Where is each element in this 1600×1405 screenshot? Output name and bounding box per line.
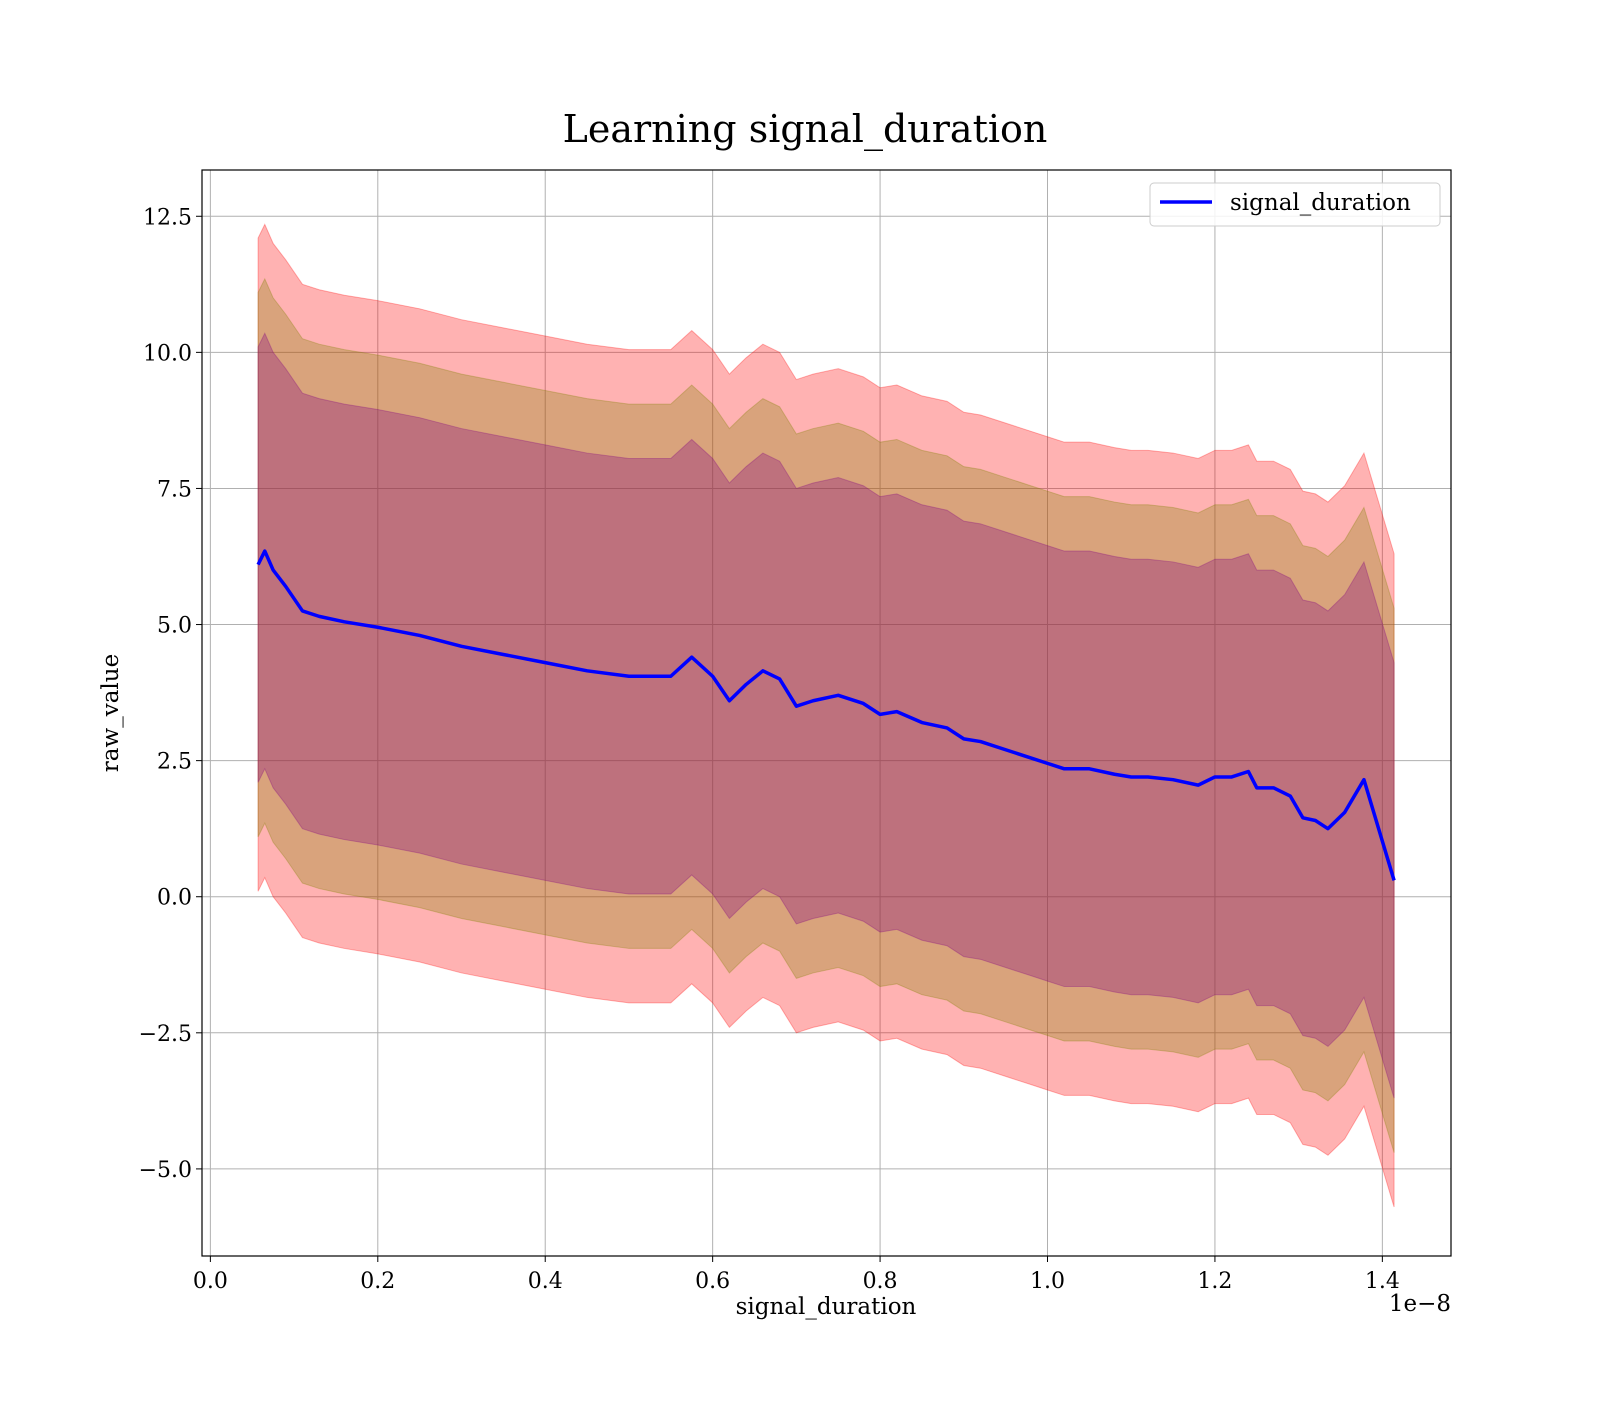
y-tick-label: −5.0 [139, 1158, 192, 1183]
x-tick-label: 0.0 [193, 1269, 228, 1294]
y-tick-label: 12.5 [143, 205, 192, 230]
x-tick-label: 0.8 [863, 1269, 898, 1294]
x-tick-label: 0.6 [695, 1269, 730, 1294]
x-tick-label: 0.2 [360, 1269, 395, 1294]
x-tick-label: 0.4 [528, 1269, 563, 1294]
y-tick-label: 7.5 [157, 477, 192, 502]
x-axis-label: signal_duration [736, 1294, 917, 1320]
y-tick-label: 10.0 [143, 341, 192, 366]
confidence-band-inner [257, 332, 1395, 1099]
y-tick-label: −2.5 [139, 1022, 192, 1047]
confidence-band-outer [257, 223, 1395, 1208]
x-tick-label: 1.0 [1030, 1269, 1065, 1294]
band-layer [257, 223, 1395, 1208]
x-tick-label: 1.2 [1197, 1269, 1232, 1294]
y-tick-label: 5.0 [157, 614, 192, 639]
line-layer [256, 549, 1396, 881]
legend: signal_duration [1149, 182, 1441, 227]
x-axis-ticks: 0.0 0.2 0.4 0.6 0.8 1.0 1.2 1.4 [193, 1256, 1400, 1294]
y-tick-label: 2.5 [157, 750, 192, 775]
y-axis-label: raw_value [98, 654, 124, 772]
legend-box [1149, 182, 1441, 227]
plot-frame [201, 169, 1452, 1257]
confidence-band-middle [257, 277, 1395, 1153]
legend-label-signal-duration: signal_duration [1230, 190, 1411, 216]
x-tick-label: 1.4 [1365, 1269, 1400, 1294]
y-axis-ticks: −5.0 −2.5 0.0 2.5 5.0 7.5 10.0 12.5 [139, 205, 202, 1183]
series-line-signal-duration [256, 549, 1396, 881]
chart-title: Learning signal_duration [563, 107, 1048, 152]
x-axis-offset-label: 1e−8 [1389, 1291, 1451, 1317]
y-tick-label: 0.0 [157, 886, 192, 911]
